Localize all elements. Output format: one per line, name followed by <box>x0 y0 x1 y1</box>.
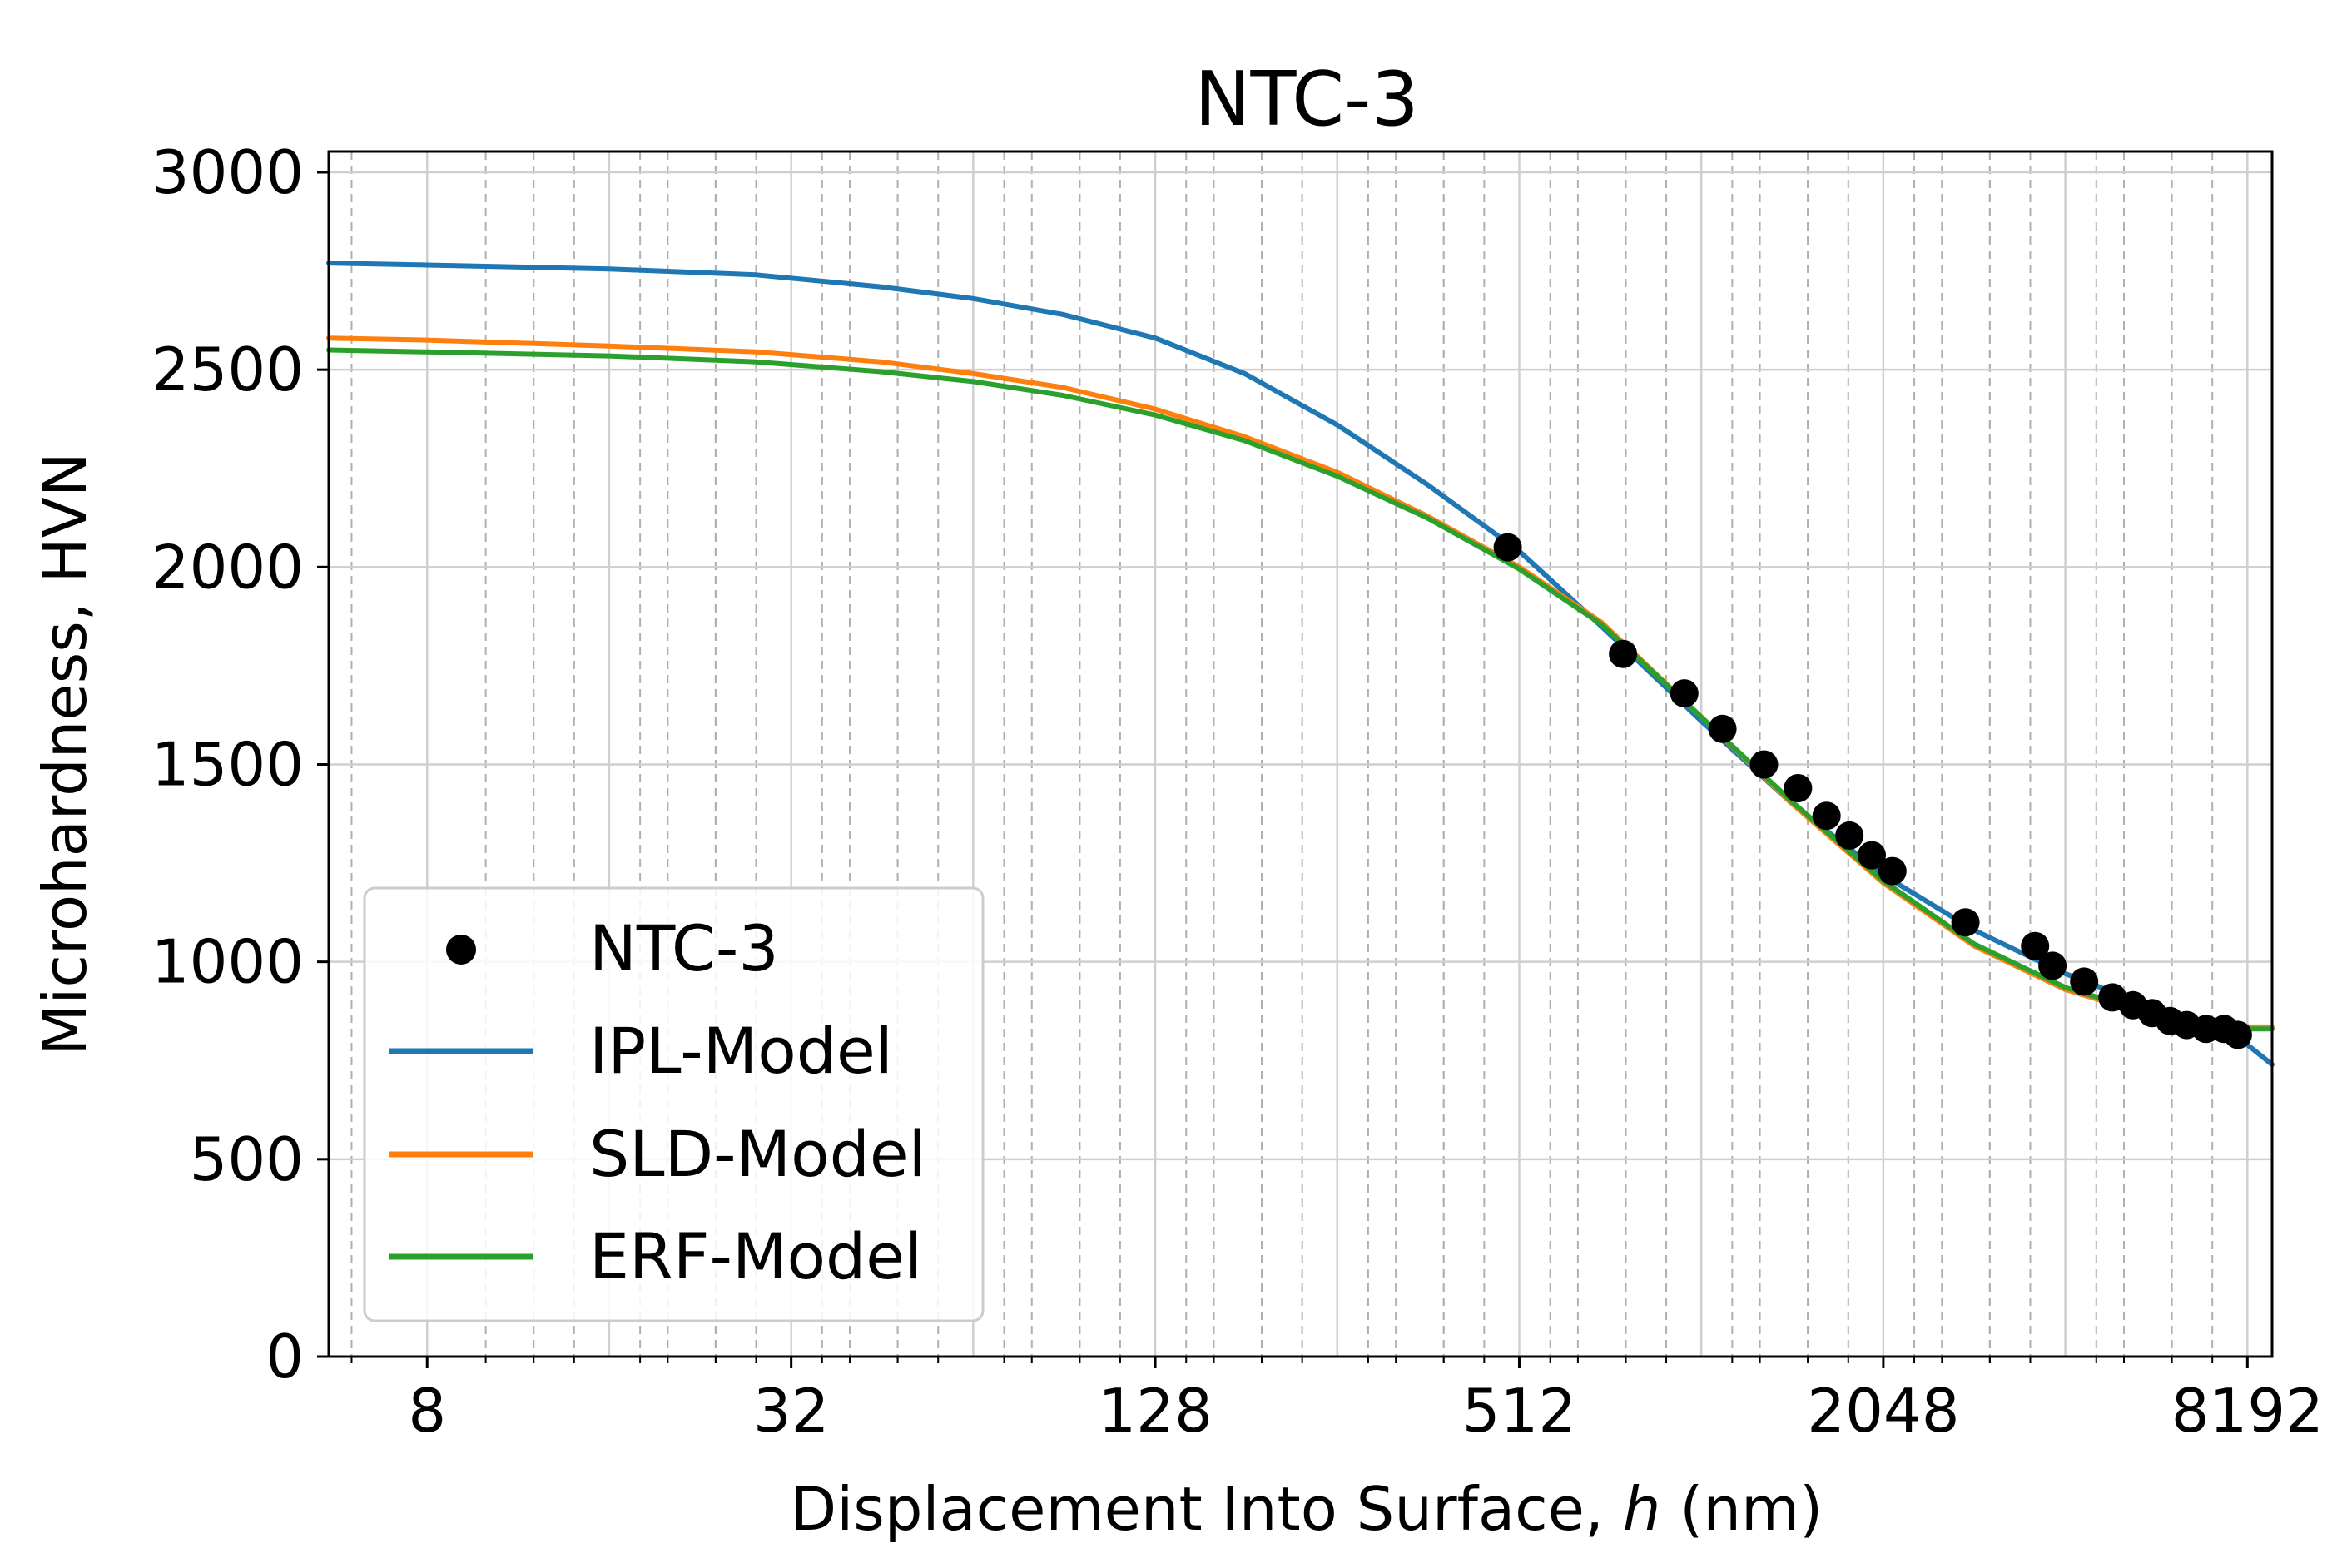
x-tick-label: 512 <box>1462 1376 1576 1446</box>
chart-title: NTC-3 <box>1194 56 1419 143</box>
y-tick-label: 1500 <box>151 730 304 800</box>
legend-label-sld-model: SLD-Model <box>589 1117 926 1191</box>
legend: NTC-3 IPL-Model SLD-Model ERF-Model <box>363 886 985 1322</box>
data-point-ntc-3 <box>1749 750 1779 779</box>
data-point-ntc-3 <box>1493 533 1522 562</box>
data-point-ntc-3 <box>1878 856 1907 886</box>
data-point-ntc-3 <box>1609 639 1638 668</box>
y-tick-label: 2000 <box>151 532 304 602</box>
data-point-ntc-3 <box>1784 774 1813 802</box>
legend-label-erf-model: ERF-Model <box>589 1219 922 1293</box>
x-tick-label: 2048 <box>1807 1376 1959 1446</box>
data-point-ntc-3 <box>1951 908 1980 937</box>
legend-label-ntc-3: NTC-3 <box>589 911 779 985</box>
y-tick-label: 0 <box>265 1322 304 1392</box>
y-tick-label: 3000 <box>151 137 304 207</box>
x-tick-label: 32 <box>753 1376 830 1446</box>
y-tick-label: 500 <box>190 1124 304 1194</box>
legend-label-ipl-model: IPL-Model <box>589 1014 893 1088</box>
data-point-ntc-3 <box>1670 679 1699 708</box>
legend-box <box>363 886 985 1322</box>
data-point-ntc-3 <box>1708 714 1737 743</box>
data-point-ntc-3 <box>1858 841 1886 870</box>
series-line-erf-model <box>326 347 2275 1032</box>
data-point-ntc-3 <box>2070 967 2099 996</box>
x-tick-label: 8192 <box>2171 1376 2324 1446</box>
series-layer <box>326 261 2275 1067</box>
y-tick-label: 1000 <box>151 927 304 997</box>
x-tick-label: 128 <box>1098 1376 1212 1446</box>
x-axis-label: Displacement Into Surface, h (nm) <box>791 1474 1823 1544</box>
y-tick-label: 2500 <box>151 335 304 404</box>
legend-marker-ntc-3 <box>446 935 476 965</box>
data-point-ntc-3 <box>2021 931 2050 960</box>
plot-frame <box>327 150 2274 1358</box>
y-axis-label: Microhardness, HVN <box>30 452 100 1056</box>
data-point-ntc-3 <box>2038 951 2067 980</box>
grid-layer <box>329 151 2272 1358</box>
ticks-layer: 8 32 128 512 2048 8192 0 500 1000 1500 2000 2500 300… <box>151 137 2324 1446</box>
x-tick-label: 8 <box>408 1376 446 1446</box>
data-point-ntc-3 <box>1812 801 1841 831</box>
data-point-ntc-3 <box>2223 1020 2252 1049</box>
data-point-ntc-3 <box>1835 821 1864 850</box>
